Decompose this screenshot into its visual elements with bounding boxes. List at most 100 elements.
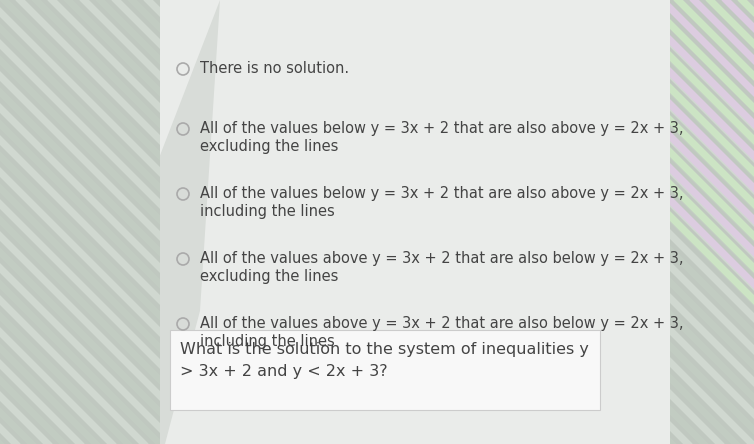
Polygon shape <box>48 0 500 444</box>
Polygon shape <box>578 0 754 444</box>
Polygon shape <box>112 0 564 444</box>
Polygon shape <box>498 0 754 444</box>
Text: There is no solution.: There is no solution. <box>200 61 349 76</box>
Polygon shape <box>128 0 580 444</box>
Text: All of the values below y = 3x + 2 that are also above y = 2x + 3,: All of the values below y = 3x + 2 that … <box>200 186 683 201</box>
Polygon shape <box>0 0 388 444</box>
Text: excluding the lines: excluding the lines <box>200 139 339 154</box>
Text: including the lines: including the lines <box>200 204 335 219</box>
Polygon shape <box>368 0 754 444</box>
Polygon shape <box>0 0 4 444</box>
Polygon shape <box>0 0 36 444</box>
Polygon shape <box>416 0 754 444</box>
Polygon shape <box>0 0 228 444</box>
Polygon shape <box>0 0 212 444</box>
Polygon shape <box>0 0 340 444</box>
Polygon shape <box>528 0 754 444</box>
Polygon shape <box>384 0 754 444</box>
Polygon shape <box>560 0 754 444</box>
Polygon shape <box>738 0 754 444</box>
Polygon shape <box>562 0 754 444</box>
Polygon shape <box>610 0 754 444</box>
Polygon shape <box>546 0 754 444</box>
Text: All of the values above y = 3x + 2 that are also below y = 2x + 3,: All of the values above y = 3x + 2 that … <box>200 316 683 331</box>
Polygon shape <box>0 0 404 444</box>
Text: including the lines: including the lines <box>200 334 335 349</box>
Polygon shape <box>80 0 532 444</box>
Polygon shape <box>0 0 436 444</box>
Polygon shape <box>272 0 724 444</box>
Polygon shape <box>0 0 324 444</box>
Polygon shape <box>160 0 220 444</box>
Polygon shape <box>608 0 754 444</box>
Polygon shape <box>304 0 754 444</box>
Polygon shape <box>482 0 754 444</box>
Polygon shape <box>466 0 754 444</box>
Text: What is the solution to the system of inequalities y: What is the solution to the system of in… <box>180 342 589 357</box>
Polygon shape <box>496 0 754 444</box>
Polygon shape <box>706 0 754 444</box>
Polygon shape <box>192 0 644 444</box>
Polygon shape <box>544 0 754 444</box>
Polygon shape <box>0 0 84 444</box>
Polygon shape <box>0 0 452 444</box>
Polygon shape <box>448 0 754 444</box>
Polygon shape <box>0 0 116 444</box>
Polygon shape <box>624 0 754 444</box>
Polygon shape <box>0 0 276 444</box>
Polygon shape <box>288 0 740 444</box>
Polygon shape <box>176 0 628 444</box>
Polygon shape <box>224 0 676 444</box>
Polygon shape <box>0 0 132 444</box>
Polygon shape <box>464 0 754 444</box>
Polygon shape <box>16 0 468 444</box>
Polygon shape <box>576 0 754 444</box>
Polygon shape <box>160 0 612 444</box>
Polygon shape <box>400 0 754 444</box>
Polygon shape <box>690 0 754 444</box>
Polygon shape <box>0 0 180 444</box>
Polygon shape <box>450 0 754 444</box>
FancyBboxPatch shape <box>170 330 600 410</box>
Polygon shape <box>0 0 164 444</box>
Polygon shape <box>0 0 52 444</box>
Polygon shape <box>514 0 754 444</box>
Polygon shape <box>626 0 754 444</box>
Polygon shape <box>96 0 548 444</box>
Polygon shape <box>32 0 484 444</box>
Polygon shape <box>0 0 196 444</box>
Polygon shape <box>0 0 260 444</box>
Polygon shape <box>0 0 420 444</box>
Polygon shape <box>240 0 692 444</box>
Text: All of the values above y = 3x + 2 that are also below y = 2x + 3,: All of the values above y = 3x + 2 that … <box>200 251 683 266</box>
Polygon shape <box>594 0 754 444</box>
Text: excluding the lines: excluding the lines <box>200 269 339 284</box>
Polygon shape <box>320 0 754 444</box>
Polygon shape <box>674 0 754 444</box>
Polygon shape <box>256 0 708 444</box>
Polygon shape <box>0 0 244 444</box>
Polygon shape <box>530 0 754 444</box>
Polygon shape <box>0 0 308 444</box>
FancyBboxPatch shape <box>160 0 670 444</box>
Polygon shape <box>336 0 754 444</box>
Polygon shape <box>352 0 754 444</box>
Polygon shape <box>432 0 754 444</box>
Polygon shape <box>722 0 754 444</box>
Polygon shape <box>64 0 516 444</box>
Polygon shape <box>0 0 292 444</box>
Polygon shape <box>0 0 68 444</box>
Polygon shape <box>642 0 754 444</box>
Polygon shape <box>144 0 596 444</box>
Text: All of the values below y = 3x + 2 that are also above y = 2x + 3,: All of the values below y = 3x + 2 that … <box>200 121 683 136</box>
Polygon shape <box>0 0 356 444</box>
Polygon shape <box>592 0 754 444</box>
Polygon shape <box>0 0 372 444</box>
Polygon shape <box>0 0 148 444</box>
Polygon shape <box>0 0 100 444</box>
Polygon shape <box>0 0 20 444</box>
Polygon shape <box>658 0 754 444</box>
Text: > 3x + 2 and y < 2x + 3?: > 3x + 2 and y < 2x + 3? <box>180 364 388 379</box>
Polygon shape <box>512 0 754 444</box>
Polygon shape <box>480 0 754 444</box>
